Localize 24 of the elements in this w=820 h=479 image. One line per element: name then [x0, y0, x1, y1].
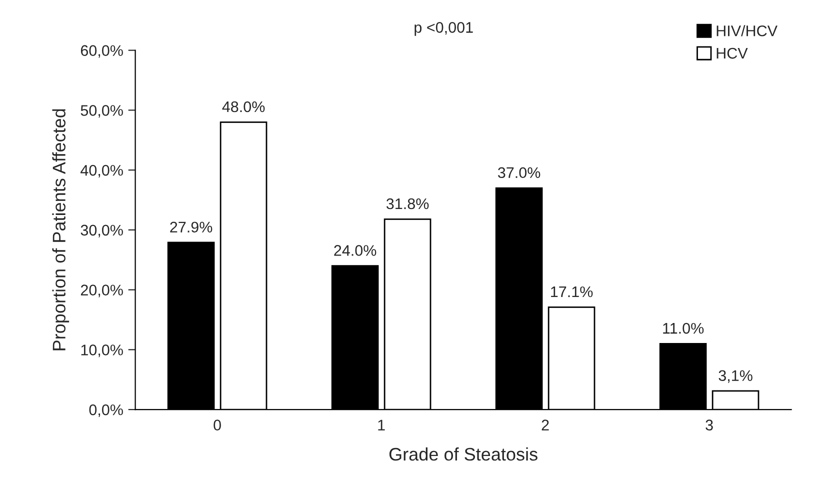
data-label: 3,1% — [718, 370, 752, 383]
x-tick-label: 3 — [706, 420, 713, 430]
y-tick-label: 30,0% — [80, 224, 123, 238]
y-tick-label: 10,0% — [81, 344, 123, 358]
data-label: 17.1% — [551, 286, 593, 298]
x-axis-title: Grade of Steatosis — [389, 447, 538, 461]
y-tick-label: 0,0% — [89, 404, 123, 418]
y-tick-label: 60,0% — [80, 45, 123, 58]
x-tick-label: 2 — [542, 420, 549, 430]
y-axis-title: Proportion of Patients Affected — [52, 109, 70, 350]
y-tick-label: 20,0% — [80, 284, 123, 298]
data-label: 31.8% — [386, 198, 429, 210]
x-tick-label: 0 — [214, 420, 221, 430]
y-tick-label: 40,0% — [80, 164, 123, 178]
data-label: 24.0% — [334, 245, 376, 256]
data-label: 48.0% — [222, 101, 265, 112]
legend-label: HCV — [716, 48, 748, 59]
text: p <0,001 — [414, 22, 473, 36]
y-tick-label: 50,0% — [80, 105, 123, 118]
legend-label: HIV/HCV — [716, 25, 778, 36]
data-label: 37.0% — [498, 167, 540, 178]
data-label: 27.9% — [170, 222, 212, 233]
data-label: 11.0% — [663, 322, 704, 334]
x-tick-label: 1 — [378, 420, 385, 430]
